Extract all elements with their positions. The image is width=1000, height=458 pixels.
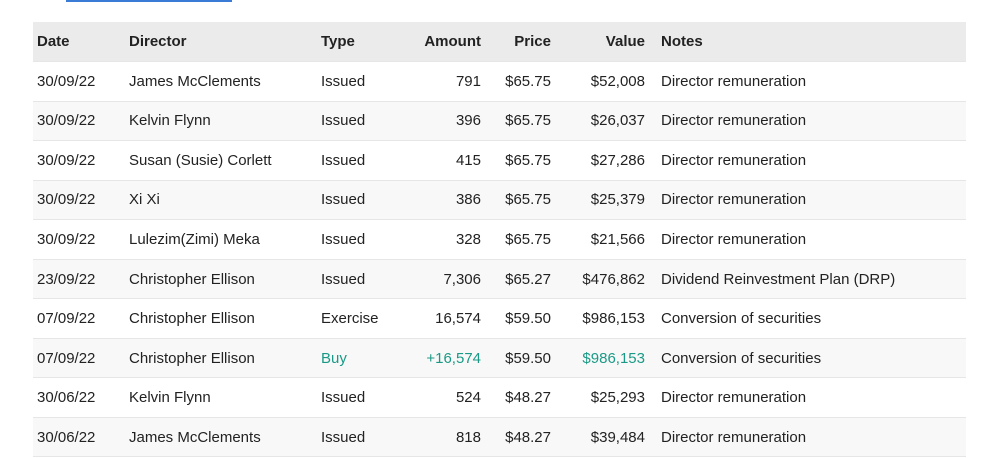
director-cell: Susan (Susie) Corlett bbox=[129, 151, 272, 169]
table-row: 30/06/22 Kelvin Flynn Issued 524 $48.27 $25,2… bbox=[33, 378, 966, 418]
value-cell: $25,293 bbox=[590, 389, 645, 407]
table-row: 30/09/22 Lulezim(Zimi) Meka Issued 328 $65.7… bbox=[33, 220, 966, 260]
price-cell: $59.50 bbox=[505, 310, 551, 328]
notes-cell: Director remuneration bbox=[661, 230, 807, 248]
date-cell: 30/09/22 bbox=[37, 112, 96, 130]
type-cell: Issued bbox=[321, 230, 366, 248]
type-cell: Issued bbox=[321, 112, 366, 130]
header-notes: Notes bbox=[661, 33, 703, 50]
value-cell: $39,484 bbox=[590, 428, 645, 446]
table-row: 07/09/22 Christopher Ellison Buy +16,574 $59… bbox=[33, 338, 966, 379]
value-cell: $27,286 bbox=[590, 151, 645, 169]
date-cell: 30/09/22 bbox=[37, 230, 96, 248]
amount-cell: 386 bbox=[455, 191, 481, 209]
amount-cell: 415 bbox=[455, 151, 481, 169]
notes-cell: Conversion of securities bbox=[661, 310, 822, 328]
price-cell: $65.75 bbox=[505, 72, 551, 90]
director-cell: Christopher Ellison bbox=[129, 310, 255, 328]
type-cell: Issued bbox=[321, 428, 366, 446]
amount-cell: 16,574 bbox=[435, 310, 481, 328]
director-cell: Lulezim(Zimi) Meka bbox=[129, 230, 260, 248]
header-value: Value bbox=[605, 33, 645, 50]
price-cell: $65.27 bbox=[505, 270, 551, 288]
notes-cell: Director remuneration bbox=[661, 428, 807, 446]
type-cell: Exercise bbox=[321, 310, 379, 328]
director-cell: James McClements bbox=[129, 428, 261, 446]
type-cell: Issued bbox=[321, 191, 366, 209]
value-cell: $986,153 bbox=[582, 349, 645, 367]
director-cell: Xi Xi bbox=[129, 191, 160, 209]
value-cell: $21,566 bbox=[590, 230, 645, 248]
notes-cell: Director remuneration bbox=[661, 112, 807, 130]
amount-cell: 524 bbox=[455, 389, 481, 407]
notes-cell: Director remuneration bbox=[661, 389, 807, 407]
table-row: 30/09/22 Susan (Susie) Corlett Issued 415 $6… bbox=[33, 141, 966, 181]
table-row: 30/06/22 James McClements Issued 818 $48.27 $… bbox=[33, 417, 966, 458]
header-type: Type bbox=[321, 33, 355, 50]
table-row: 23/09/22 Christopher Ellison Issued 7,306 $6… bbox=[33, 259, 966, 300]
price-cell: $48.27 bbox=[505, 389, 551, 407]
notes-cell: Director remuneration bbox=[661, 151, 807, 169]
director-cell: Kelvin Flynn bbox=[129, 389, 211, 407]
table-row: 30/09/22 Kelvin Flynn Issued 396 $65.75 $26,0… bbox=[33, 101, 966, 142]
amount-cell: 7,306 bbox=[443, 270, 481, 288]
type-cell: Issued bbox=[321, 389, 366, 407]
value-cell: $986,153 bbox=[582, 310, 645, 328]
price-cell: $59.50 bbox=[505, 349, 551, 367]
table-row: 30/09/22 Xi Xi Issued 386 $65.75 $25,379 Direc… bbox=[33, 180, 966, 221]
price-cell: $48.27 bbox=[505, 428, 551, 446]
amount-cell: 328 bbox=[455, 230, 481, 248]
value-cell: $26,037 bbox=[590, 112, 645, 130]
price-cell: $65.75 bbox=[505, 230, 551, 248]
notes-cell: Director remuneration bbox=[661, 72, 807, 90]
type-cell: Issued bbox=[321, 72, 366, 90]
value-cell: $25,379 bbox=[590, 191, 645, 209]
header-date: Date bbox=[37, 33, 70, 50]
date-cell: 07/09/22 bbox=[37, 310, 96, 328]
link-underline bbox=[66, 0, 232, 2]
price-cell: $65.75 bbox=[505, 191, 551, 209]
amount-cell: 791 bbox=[455, 72, 481, 90]
date-cell: 23/09/22 bbox=[37, 270, 96, 288]
header-amount: Amount bbox=[424, 33, 481, 50]
director-cell: Christopher Ellison bbox=[129, 270, 255, 288]
header-director: Director bbox=[129, 33, 187, 50]
header-price: Price bbox=[514, 33, 551, 50]
director-cell: Kelvin Flynn bbox=[129, 112, 211, 130]
type-cell: Buy bbox=[321, 349, 347, 367]
date-cell: 07/09/22 bbox=[37, 349, 96, 367]
price-cell: $65.75 bbox=[505, 112, 551, 130]
amount-cell: 818 bbox=[455, 428, 481, 446]
date-cell: 30/09/22 bbox=[37, 72, 96, 90]
table-row: 07/09/22 Christopher Ellison Exercise 16,57… bbox=[33, 299, 966, 339]
value-cell: $52,008 bbox=[590, 72, 645, 90]
value-cell: $476,862 bbox=[582, 270, 645, 288]
date-cell: 30/09/22 bbox=[37, 151, 96, 169]
header-row: Date Director Type Amount Price Value Notes bbox=[33, 22, 966, 62]
type-cell: Issued bbox=[321, 270, 366, 288]
notes-cell: Conversion of securities bbox=[661, 349, 822, 367]
amount-cell: 396 bbox=[455, 112, 481, 130]
notes-cell: Dividend Reinvestment Plan (DRP) bbox=[661, 270, 896, 288]
amount-cell: +16,574 bbox=[426, 349, 481, 367]
table-row: 30/09/22 James McClements Issued 791 $65.75 $… bbox=[33, 62, 966, 102]
notes-cell: Director remuneration bbox=[661, 191, 807, 209]
date-cell: 30/06/22 bbox=[37, 428, 96, 446]
director-cell: James McClements bbox=[129, 72, 261, 90]
price-cell: $65.75 bbox=[505, 151, 551, 169]
director-cell: Christopher Ellison bbox=[129, 349, 255, 367]
type-cell: Issued bbox=[321, 151, 366, 169]
date-cell: 30/06/22 bbox=[37, 389, 96, 407]
date-cell: 30/09/22 bbox=[37, 191, 96, 209]
